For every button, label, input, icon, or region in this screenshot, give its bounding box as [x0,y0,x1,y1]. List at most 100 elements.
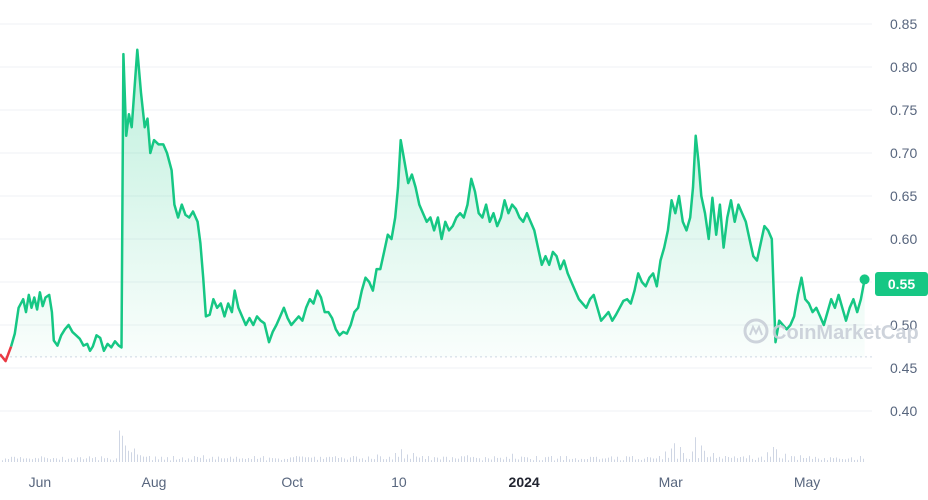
volume-bar [695,437,696,462]
volume-bar [863,458,864,462]
volume-bar [170,460,171,462]
volume-bar [32,459,33,462]
volume-bar [278,458,279,462]
volume-bar [791,456,792,462]
x-tick-label: Mar [659,474,683,490]
volume-bar [743,456,744,462]
volume-bar [437,457,438,462]
volume-bar [56,458,57,462]
volume-bar [290,457,291,462]
volume-bar [818,458,819,462]
volume-bar [650,457,651,462]
y-tick-label: 0.45 [890,360,917,376]
volume-bar [806,458,807,462]
volume-bar [707,457,708,462]
volume-bar [197,456,198,462]
volume-bar [374,459,375,462]
volume-bar [329,456,330,462]
volume-bar [560,456,561,462]
volume-bar [134,448,135,462]
volume-bar [683,453,684,462]
volume-bar [584,459,585,462]
volume-bar [854,459,855,462]
volume-bar [533,460,534,462]
price-area [0,49,865,362]
volume-bar [572,458,573,462]
volume-bar [179,458,180,462]
volume-bar [410,458,411,462]
volume-bar [146,456,147,462]
volume-bar [485,457,486,462]
volume-bar [722,458,723,462]
volume-bar [662,459,663,462]
volume-bar [14,456,15,462]
volume-bar [800,455,801,462]
volume-bar [317,459,318,462]
volume-bar [851,457,852,462]
volume-bar [101,456,102,462]
y-tick-label: 0.40 [890,403,917,419]
volume-bar [371,458,372,462]
volume-bar [713,453,714,462]
volume-bar [320,456,321,462]
volume-bar [155,456,156,462]
volume-bar [362,458,363,462]
volume-bar [731,457,732,462]
volume-bar [377,454,378,462]
watermark-text: CoinMarketCap [772,322,919,344]
volume-bar [419,457,420,462]
volume-bar [206,459,207,462]
volume-bar [422,456,423,462]
volume-bar [830,457,831,462]
volume-bar [623,460,624,462]
volume-bar [677,458,678,462]
volume-bar [848,458,849,462]
volume-bar [512,453,513,462]
volume-bar [473,456,474,462]
volume-bar [740,456,741,462]
x-tick-label: 10 [391,474,407,490]
volume-bar [242,458,243,462]
volume-bar [497,457,498,462]
volume-bar [191,459,192,462]
volume-bar [296,456,297,462]
volume-bar [494,456,495,462]
volume-bar [86,458,87,462]
volume-bar [281,459,282,462]
volume-bar [11,456,12,462]
volume-bar [554,460,555,462]
volume-bars [2,430,864,462]
y-tick-label: 0.85 [890,16,917,32]
volume-bar [767,452,768,462]
volume-bar [23,458,24,462]
volume-bar [407,454,408,462]
volume-bar [701,445,702,462]
volume-bar [749,455,750,462]
volume-bar [425,458,426,462]
volume-bar [92,458,93,462]
volume-bar [686,458,687,462]
volume-bar [239,458,240,462]
volume-bar [311,457,312,462]
volume-bar [194,456,195,462]
volume-bar [137,454,138,462]
volume-bar [68,458,69,462]
volume-bar [509,458,510,462]
volume-bar [539,460,540,462]
price-area-fill [0,49,865,362]
volume-bar [602,458,603,462]
volume-bar [458,458,459,462]
volume-bar [524,457,525,462]
volume-bar [491,459,492,462]
volume-bar [635,459,636,462]
volume-bar [464,456,465,462]
volume-bar [476,457,477,462]
volume-bar [773,447,774,462]
volume-bar [449,460,450,462]
volume-bar [2,460,3,462]
volume-bar [803,457,804,462]
volume-bar [257,458,258,462]
volume-bar [218,456,219,462]
volume-bar [287,458,288,462]
volume-bar [725,456,726,462]
